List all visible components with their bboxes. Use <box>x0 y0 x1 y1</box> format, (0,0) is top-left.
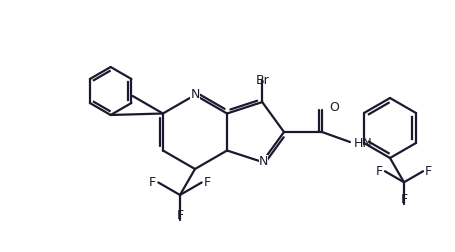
Text: Br: Br <box>255 74 269 87</box>
Text: F: F <box>149 176 157 189</box>
Text: F: F <box>177 209 183 222</box>
Text: F: F <box>204 176 211 189</box>
Text: F: F <box>376 165 383 178</box>
Text: N: N <box>258 155 268 168</box>
Text: F: F <box>400 193 408 206</box>
Text: O: O <box>329 102 339 114</box>
Text: F: F <box>425 165 432 178</box>
Text: N: N <box>190 88 200 102</box>
Text: HN: HN <box>354 138 373 150</box>
